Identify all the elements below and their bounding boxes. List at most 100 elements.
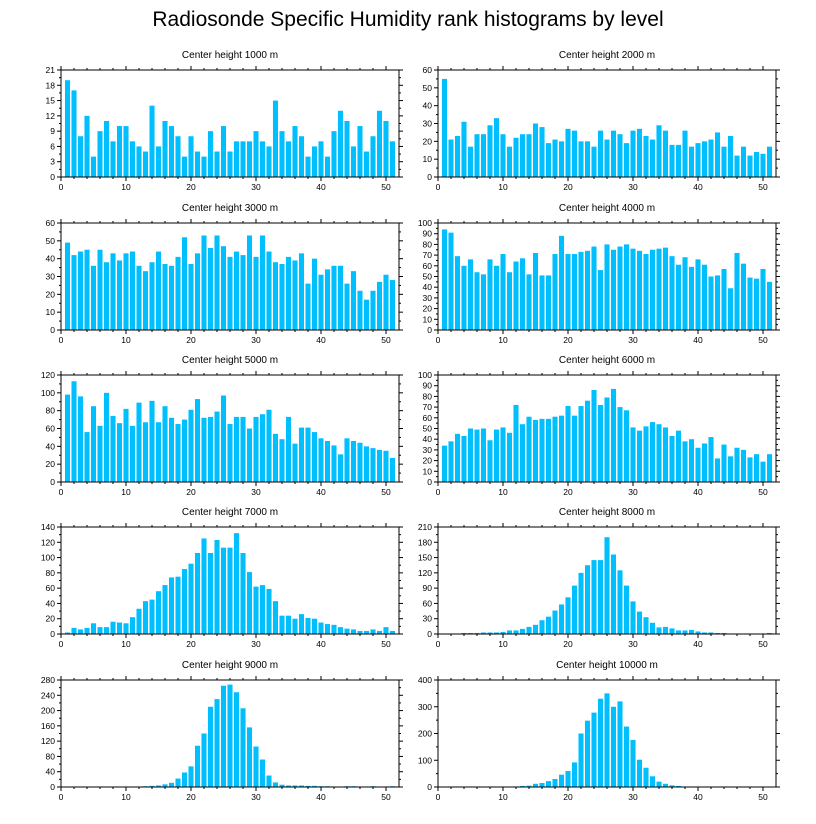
histogram-bar — [149, 599, 155, 634]
histogram-bar — [298, 614, 305, 634]
x-tick-label: 50 — [381, 639, 391, 649]
histogram-bar — [630, 601, 636, 634]
histogram-bar — [240, 416, 246, 482]
histogram-bar — [188, 563, 194, 634]
y-tick-label: 200 — [41, 706, 55, 716]
x-tick-label: 10 — [498, 487, 508, 497]
histogram-bar — [136, 265, 142, 330]
y-tick-label: 10 — [46, 307, 56, 317]
y-tick-label: 40 — [46, 441, 56, 451]
histogram-bar — [383, 450, 389, 482]
histogram-bar — [194, 151, 201, 177]
histogram-bar — [285, 615, 292, 634]
y-tick-label: 60 — [46, 218, 56, 228]
histogram-bar — [604, 537, 610, 634]
histogram-bar — [519, 424, 526, 482]
histogram-bar — [279, 784, 285, 787]
histogram-bar — [337, 110, 344, 177]
x-tick-label: 10 — [121, 792, 131, 802]
histogram-bar — [116, 622, 123, 634]
histogram-bar — [480, 134, 487, 177]
histogram-bar — [480, 632, 487, 634]
histogram-bar — [558, 774, 565, 787]
histogram-bar — [246, 572, 253, 634]
histogram-bar — [584, 720, 591, 787]
histogram-bar — [240, 141, 246, 177]
histogram-bar — [181, 156, 188, 177]
y-tick-label: 200 — [418, 729, 432, 739]
histogram-bar — [727, 288, 734, 330]
histogram-bar — [532, 624, 539, 634]
histogram-bar — [357, 126, 363, 177]
histogram-bar — [129, 141, 136, 177]
histogram-bar — [610, 249, 617, 330]
histogram-bar — [610, 706, 617, 787]
histogram-bar — [708, 139, 714, 177]
histogram-bar — [272, 782, 279, 787]
histogram-bar — [84, 115, 90, 177]
histogram-bar — [188, 264, 194, 330]
histogram-bar — [519, 134, 526, 177]
histogram-bar — [688, 146, 695, 177]
histogram-bar — [168, 782, 175, 787]
histogram-bar — [90, 623, 97, 634]
histogram-bar — [591, 560, 597, 634]
histogram-bar — [155, 422, 162, 482]
y-tick-label: 20 — [423, 304, 433, 314]
histogram-bar — [142, 271, 149, 330]
x-tick-label: 10 — [498, 335, 508, 345]
y-tick-label: 18 — [46, 80, 56, 90]
histogram-bar — [617, 246, 623, 330]
histogram-bar — [376, 630, 383, 634]
histogram-bar — [441, 445, 448, 482]
histogram-bar — [84, 627, 90, 634]
y-tick-label: 30 — [423, 614, 433, 624]
x-tick-label: 10 — [498, 639, 508, 649]
x-tick-label: 30 — [251, 335, 261, 345]
histogram-bar — [181, 772, 188, 787]
histogram-bar — [188, 766, 194, 787]
y-tick-label: 60 — [46, 583, 56, 593]
histogram-bar — [539, 620, 545, 634]
histogram-bar — [688, 439, 695, 482]
histogram-bar — [175, 778, 181, 787]
y-tick-label: 80 — [46, 751, 56, 761]
histogram-bar — [383, 274, 389, 330]
histogram-bar — [214, 539, 220, 634]
x-tick-label: 30 — [628, 335, 638, 345]
histogram-bar — [149, 105, 155, 177]
histogram-bar — [298, 253, 305, 330]
histogram-bar — [480, 428, 487, 482]
histogram-bar — [604, 397, 610, 482]
histogram-bar — [682, 630, 688, 634]
histogram-bar — [623, 410, 630, 482]
histogram-bar — [760, 461, 766, 482]
histogram-bar — [539, 782, 545, 787]
histogram-bar — [363, 446, 370, 482]
histogram-bar — [519, 785, 526, 787]
y-tick-label: 60 — [423, 598, 433, 608]
y-tick-label: 100 — [418, 218, 432, 228]
y-tick-label: 0 — [50, 325, 55, 335]
histogram-bar — [305, 785, 311, 787]
panel-title: Center height 2000 m — [559, 50, 655, 61]
histogram-bar — [675, 430, 682, 482]
y-tick-label: 0 — [50, 477, 55, 487]
histogram-bar — [227, 151, 233, 177]
histogram-bar — [571, 130, 578, 177]
histogram-bar — [155, 591, 162, 634]
histogram-bar — [467, 146, 474, 177]
histogram-bar — [597, 404, 604, 482]
y-tick-label: 120 — [41, 537, 55, 547]
x-tick-label: 10 — [121, 335, 131, 345]
histogram-bar — [285, 785, 292, 787]
histogram-bar — [90, 156, 97, 177]
histogram-bar — [487, 440, 493, 482]
histogram-bar — [519, 628, 526, 634]
x-tick-label: 50 — [381, 487, 391, 497]
y-tick-label: 240 — [41, 690, 55, 700]
histogram-bar — [266, 588, 272, 634]
histogram-bar — [129, 617, 136, 634]
y-tick-label: 10 — [423, 154, 433, 164]
histogram-bar — [103, 627, 110, 634]
